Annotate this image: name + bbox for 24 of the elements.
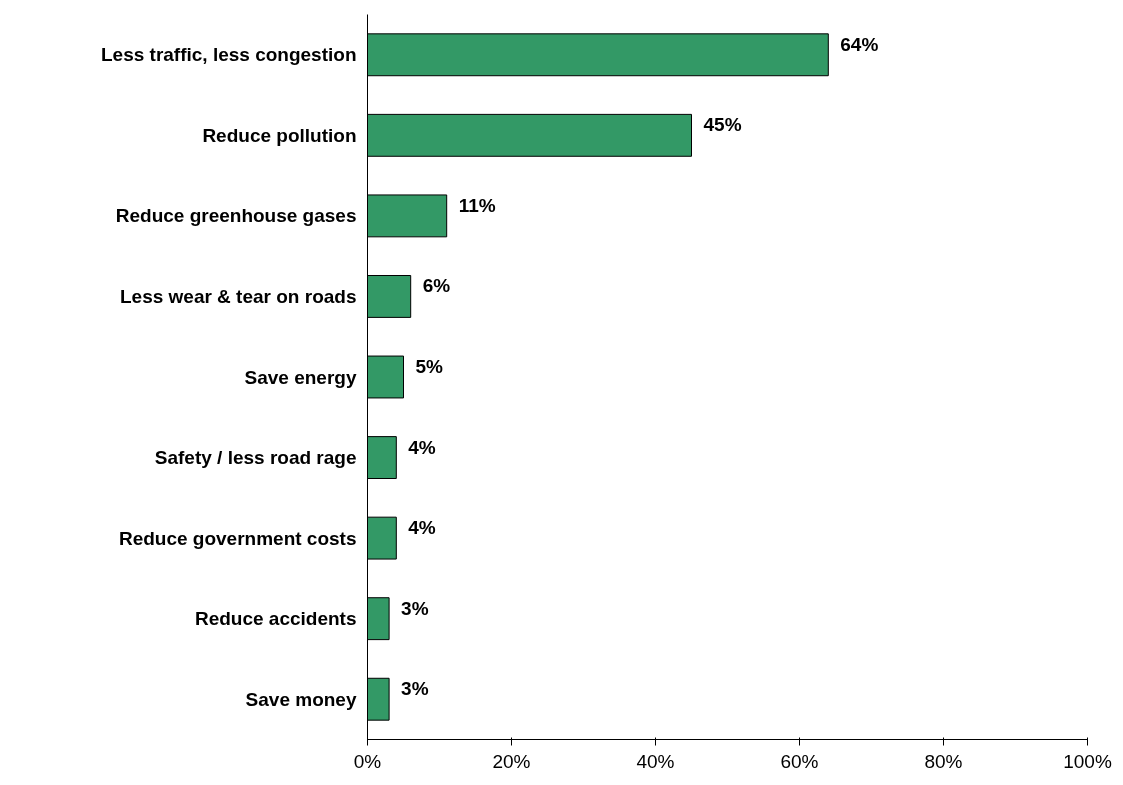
- y-tick-label: Save money: [245, 688, 357, 710]
- data-label: 6%: [422, 275, 451, 297]
- x-tick-label: 40%: [636, 750, 675, 772]
- x-tick-label: 60%: [780, 750, 819, 772]
- y-tick-label: Reduce greenhouse gases: [115, 205, 357, 227]
- data-label: 4%: [408, 517, 436, 539]
- data-label: 45%: [703, 114, 742, 136]
- y-tick-label: Reduce accidents: [194, 608, 357, 630]
- y-tick-label: Less wear & tear on roads: [119, 285, 357, 307]
- data-label: 4%: [408, 436, 436, 458]
- y-tick-label: Reduce government costs: [118, 527, 357, 549]
- y-tick-label: Reduce pollution: [202, 124, 357, 146]
- x-tick-label: 100%: [1063, 750, 1112, 772]
- data-label: 3%: [401, 678, 429, 700]
- x-tick-label: 20%: [492, 750, 531, 772]
- data-label: 5%: [415, 356, 444, 377]
- x-tick-label: 0%: [353, 750, 382, 772]
- y-tick-label: Less traffic, less congestion: [100, 44, 357, 66]
- data-label: 64%: [840, 33, 879, 55]
- data-label: 3%: [401, 597, 429, 619]
- y-tick-label: Save energy: [244, 366, 357, 388]
- x-tick-label: 80%: [924, 750, 963, 772]
- y-tick-label: Safety / less road rage: [154, 447, 357, 469]
- data-label: 11%: [458, 194, 496, 216]
